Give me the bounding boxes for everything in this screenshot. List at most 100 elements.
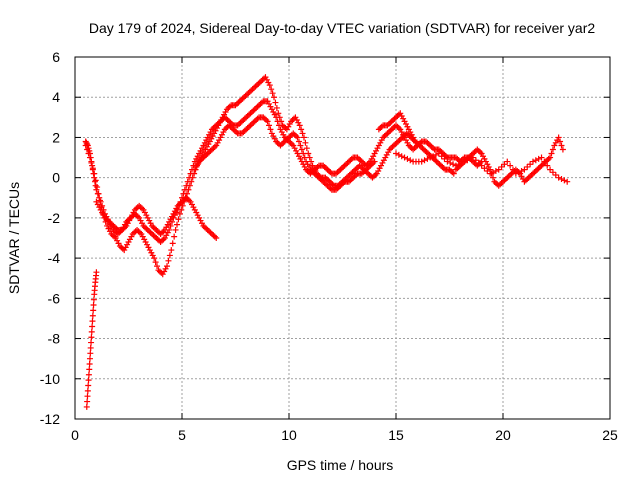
data-point <box>92 177 99 184</box>
data-point <box>188 178 195 185</box>
data-point <box>475 159 482 166</box>
data-point <box>91 170 98 177</box>
data-point <box>93 269 100 276</box>
data-point <box>298 126 305 133</box>
data-point <box>404 155 411 162</box>
data-point <box>174 221 181 228</box>
y-tick-label: 0 <box>52 170 60 186</box>
data-point <box>450 170 457 177</box>
series-arc-2 <box>82 74 457 278</box>
data-point <box>89 312 96 319</box>
y-tick-label: -8 <box>48 331 61 347</box>
data-point <box>487 166 494 173</box>
data-point <box>82 142 89 149</box>
data-point <box>165 257 172 264</box>
data-point <box>99 210 106 217</box>
data-point <box>93 186 100 193</box>
data-point <box>561 177 568 184</box>
data-point <box>85 377 92 384</box>
data-point <box>558 176 565 183</box>
data-point <box>178 206 185 213</box>
data-point <box>504 158 511 165</box>
data-point <box>297 142 304 149</box>
data-point <box>414 142 421 149</box>
data-point <box>92 182 99 189</box>
data-point <box>564 178 571 185</box>
y-axis-label: SDTVAR / TECUs <box>6 182 22 294</box>
data-point <box>266 82 273 89</box>
data-point <box>472 157 479 164</box>
data-point <box>88 328 95 335</box>
data-point <box>83 403 90 410</box>
y-tick-label: -4 <box>48 250 61 266</box>
data-point <box>266 122 273 129</box>
data-point <box>191 170 198 177</box>
data-point <box>183 190 190 197</box>
data-point <box>299 130 306 137</box>
data-point <box>88 334 95 341</box>
data-point <box>87 350 94 357</box>
data-point <box>535 155 542 162</box>
data-point <box>548 150 555 157</box>
data-point <box>521 166 528 173</box>
data-point <box>484 167 491 174</box>
data-point <box>555 134 562 141</box>
data-point <box>264 118 271 125</box>
data-point <box>303 145 310 152</box>
data-point <box>532 157 539 164</box>
data-point <box>557 138 564 145</box>
data-point <box>544 162 551 169</box>
x-tick-label: 0 <box>71 427 79 443</box>
data-point <box>89 323 96 330</box>
x-tick-label: 25 <box>602 427 618 443</box>
data-point <box>393 150 399 157</box>
data-point <box>488 170 495 177</box>
data-point <box>90 296 97 303</box>
data-point <box>154 263 161 270</box>
y-tick-label: 6 <box>52 49 60 65</box>
x-tick-label: 20 <box>495 427 511 443</box>
data-point <box>395 151 402 158</box>
data-point <box>213 235 220 241</box>
data-point <box>398 153 405 160</box>
data-point <box>547 154 554 161</box>
data-point <box>444 158 451 165</box>
data-point <box>401 154 408 161</box>
data-point <box>278 118 285 125</box>
data-point <box>298 146 305 153</box>
data-point <box>529 158 536 165</box>
series-arc-1 <box>82 98 485 246</box>
data-point <box>95 190 102 197</box>
data-point <box>169 240 176 247</box>
data-point <box>89 165 96 172</box>
series-arc-7 <box>452 134 566 189</box>
x-tick-label: 15 <box>388 427 404 443</box>
data-point <box>267 126 274 133</box>
data-point <box>85 382 92 389</box>
data-point <box>481 165 488 172</box>
chart-title: Day 179 of 2024, Sidereal Day-to-day VTE… <box>89 20 595 36</box>
data-point <box>295 138 302 145</box>
data-point <box>492 167 499 174</box>
data-point <box>166 252 173 259</box>
y-tick-label: 4 <box>52 89 60 105</box>
y-tick-label: -6 <box>48 290 61 306</box>
data-point <box>86 355 93 362</box>
data-point <box>507 162 514 169</box>
data-point <box>88 339 95 346</box>
axis-ticks: 0 5 10 15 20 25 -12 -10 -8 -6 -4 -2 0 2 4 6 <box>40 49 618 443</box>
data-point <box>175 216 182 223</box>
x-tick-label: 10 <box>281 427 297 443</box>
data-point <box>90 302 97 309</box>
data-point <box>96 197 103 204</box>
data-point <box>99 202 106 209</box>
data-point <box>269 90 276 97</box>
y-tick-label: -2 <box>48 210 61 226</box>
data-point <box>559 146 566 153</box>
data-point <box>90 307 97 314</box>
data-point <box>164 263 171 270</box>
data-point <box>498 163 505 170</box>
series-arc-3 <box>93 194 220 241</box>
data-point <box>430 153 437 160</box>
data-point <box>84 387 91 394</box>
